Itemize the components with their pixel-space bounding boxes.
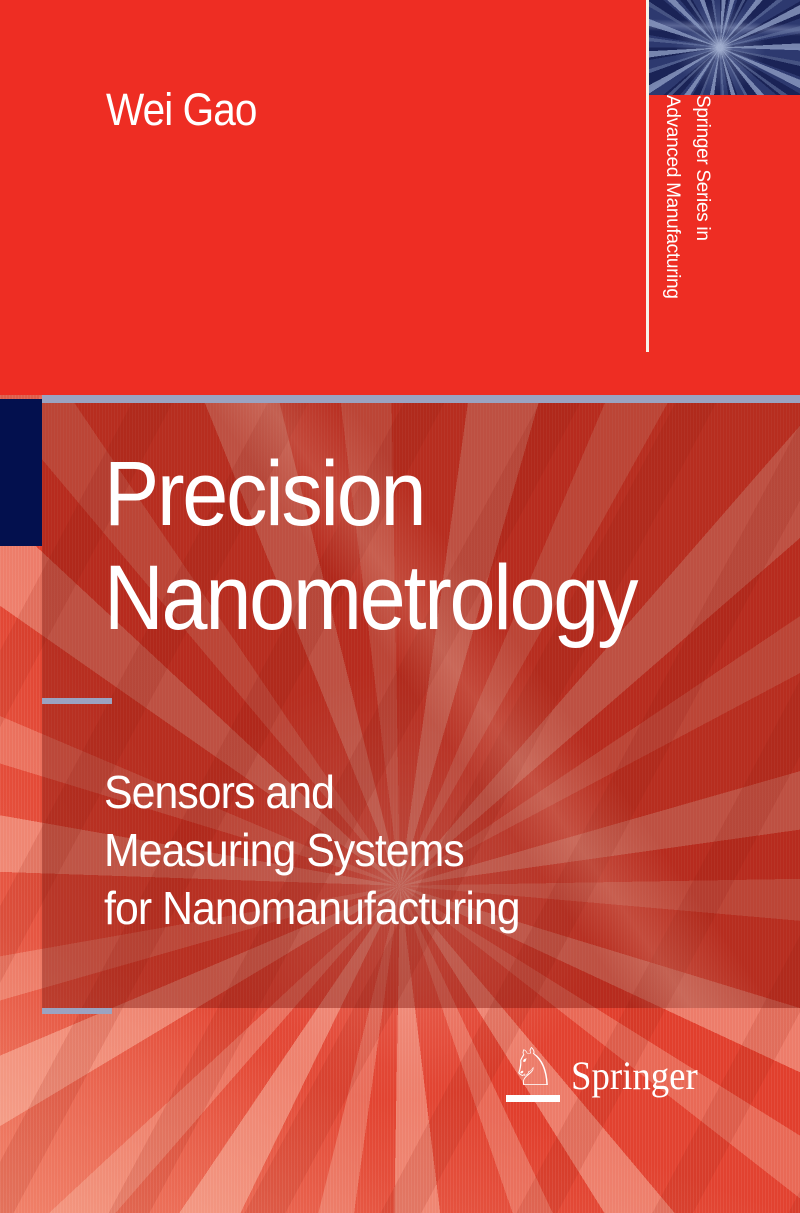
publisher-name: Springer (571, 1053, 698, 1098)
series-line-2: Advanced Manufacturing (662, 95, 683, 299)
series-thumbnail-image (649, 0, 800, 95)
title-line-2: Nanometrology (104, 547, 638, 649)
title-panel-overlay (42, 403, 800, 1008)
subtitle-line-1: Sensors and (104, 766, 335, 818)
book-subtitle: Sensors and Measuring Systems for Nanoma… (104, 763, 521, 937)
subtitle-line-3: for Nanomanufacturing (104, 882, 521, 934)
springer-horse-icon: ♘ (505, 1042, 561, 1102)
logo-underline (506, 1095, 560, 1102)
radial-texture-background (0, 395, 800, 1213)
horizontal-divider-line (42, 395, 800, 403)
book-title: Precision Nanometrology (104, 442, 638, 650)
series-line-1: Springer Series in (692, 95, 713, 241)
publisher-logo: ♘ Springer (505, 1042, 709, 1102)
knight-icon: ♘ (509, 1038, 557, 1098)
left-tick-line-bottom (42, 1008, 112, 1014)
author-name: Wei Gao (106, 84, 257, 135)
left-tick-line-middle (42, 698, 112, 704)
subtitle-line-2: Measuring Systems (104, 824, 465, 876)
navy-accent-square (0, 399, 42, 546)
title-line-1: Precision (104, 443, 427, 545)
vertical-separator-line (646, 0, 649, 352)
series-title-vertical: Springer Series in Advanced Manufacturin… (657, 95, 717, 299)
